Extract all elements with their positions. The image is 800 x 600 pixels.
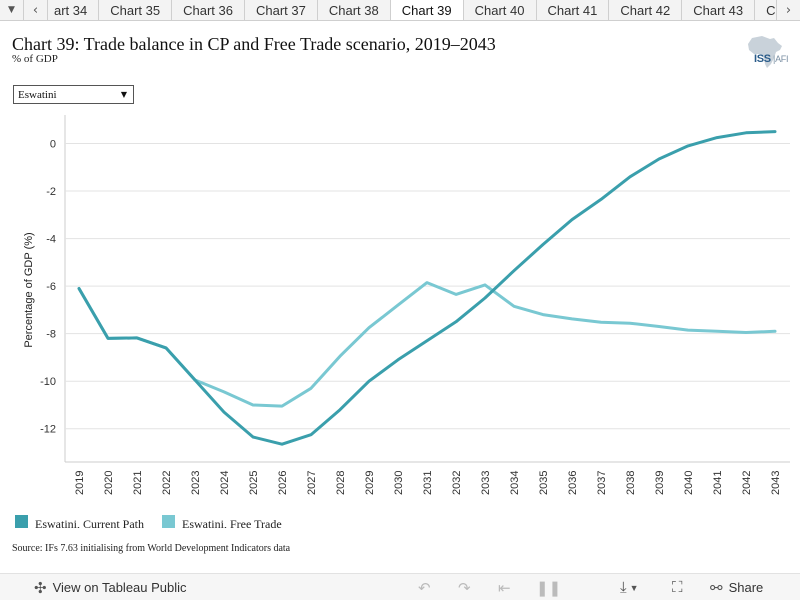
share-button[interactable]: ⚯ Share bbox=[710, 574, 763, 600]
sheet-tab[interactable]: Chart 37 bbox=[245, 0, 318, 20]
chart-subtitle: % of GDP bbox=[12, 53, 58, 65]
legend-swatch bbox=[161, 515, 175, 528]
series-line-0[interactable] bbox=[77, 130, 777, 446]
x-tick-label: 2033 bbox=[480, 471, 492, 495]
sheet-tab[interactable]: Chart 42 bbox=[609, 0, 683, 20]
view-on-tableau-label: View on Tableau Public bbox=[52, 580, 187, 595]
x-tick-label: 2019 bbox=[74, 471, 86, 495]
iss-logo-text: ISS |AFI bbox=[754, 53, 789, 65]
x-tick-label: 2035 bbox=[538, 471, 550, 495]
chart-legend: Eswatini, Current Path Eswatini, Free Tra… bbox=[15, 512, 282, 528]
x-tick-label: 2038 bbox=[625, 471, 637, 495]
x-tick-label: 2029 bbox=[364, 471, 376, 495]
fullscreen-button[interactable]: ⛶ bbox=[672, 574, 683, 600]
download-icon: ⤓ bbox=[620, 579, 627, 596]
y-tick-label: -8 bbox=[46, 329, 56, 341]
y-tick-label: -4 bbox=[46, 234, 56, 246]
x-tick-label: 2041 bbox=[712, 471, 724, 495]
tableau-logo-icon: ✣ bbox=[34, 579, 47, 597]
x-tick-label: 2043 bbox=[770, 471, 782, 495]
x-tick-label: 2042 bbox=[741, 471, 753, 495]
x-tick-label: 2031 bbox=[422, 471, 434, 495]
x-tick-label: 2032 bbox=[451, 471, 463, 495]
x-tick-label: 2022 bbox=[161, 471, 173, 495]
source-note: Source: IFs 7.63 initialising from World… bbox=[12, 543, 291, 554]
share-label: Share bbox=[728, 580, 764, 595]
fullscreen-icon: ⛶ bbox=[672, 579, 683, 596]
sheet-tab[interactable]: Chart 39 bbox=[390, 0, 464, 20]
legend-label: Eswatini, Free Trade bbox=[181, 517, 282, 528]
chart-title: Chart 39: Trade balance in CP and Free T… bbox=[12, 34, 496, 54]
country-filter-value: Eswatini bbox=[18, 88, 57, 101]
legend-item[interactable]: Eswatini, Free Trade bbox=[161, 512, 282, 528]
download-button[interactable]: ⤓ ▼ bbox=[620, 579, 639, 596]
x-tick-label: 2026 bbox=[277, 471, 289, 495]
legend-label: Eswatini, Current Path bbox=[35, 517, 144, 528]
sheet-tabs: art 34 Chart 35 Chart 36 Chart 37 Chart 38 Ch… bbox=[48, 0, 800, 20]
y-tick-label: 0 bbox=[50, 139, 56, 151]
x-tick-label: 2030 bbox=[393, 471, 405, 495]
y-axis-label: Percentage of GDP (%) bbox=[23, 232, 35, 347]
sheet-tab[interactable]: Chart 40 bbox=[463, 0, 537, 20]
y-tick-label: -12 bbox=[40, 424, 56, 436]
y-tick-label: -10 bbox=[40, 376, 56, 388]
x-tick-label: 2040 bbox=[683, 471, 695, 495]
sheet-tab[interactable]: Chart 38 bbox=[317, 0, 391, 20]
sheet-tab[interactable]: Chart 41 bbox=[536, 0, 610, 20]
view-on-tableau-button[interactable]: ✣ View on Tableau Public bbox=[34, 574, 187, 600]
chevron-left-icon[interactable]: ‹ bbox=[24, 0, 48, 20]
x-tick-label: 2024 bbox=[219, 471, 231, 495]
bottom-toolbar: ✣ View on Tableau Public ↶ ↷ ⇤ ❚❚ ⤓ ▼ ⛶ ⚯… bbox=[0, 573, 800, 600]
legend-swatch bbox=[15, 515, 28, 528]
line-chart: 0 -2 -4 -6 -8 -10 -12 2019 2020 2021 2022 2023 2024… bbox=[23, 115, 790, 495]
pause-button[interactable]: ❚❚ bbox=[536, 574, 561, 600]
legend-item[interactable]: Eswatini, Current Path bbox=[15, 512, 144, 528]
y-tick-label: -2 bbox=[46, 186, 56, 198]
x-tick-label: 2037 bbox=[596, 471, 608, 495]
pause-icon: ❚❚ bbox=[536, 579, 562, 597]
x-tick-label: 2023 bbox=[190, 471, 202, 495]
series-line-1[interactable] bbox=[77, 281, 777, 408]
caret-down-icon: ▼ bbox=[120, 90, 127, 99]
revert-button[interactable]: ⇤ bbox=[498, 574, 511, 600]
caret-down-icon[interactable]: ▼ bbox=[0, 0, 24, 20]
sheet-tab-bar: ▼ ‹ art 34 Chart 35 Chart 36 Chart 37 Chart … bbox=[0, 0, 800, 21]
sheet-tab[interactable]: Chart 35 bbox=[99, 0, 173, 20]
x-tick-label: 2039 bbox=[654, 471, 666, 495]
chevron-right-icon[interactable]: › bbox=[776, 0, 800, 20]
africa-map-logo-icon bbox=[748, 36, 782, 68]
sheet-tab[interactable]: art 34 bbox=[48, 0, 100, 20]
x-tick-label: 2034 bbox=[509, 471, 521, 495]
x-tick-label: 2020 bbox=[103, 471, 115, 495]
y-tick-label: -6 bbox=[46, 281, 56, 293]
share-icon: ⚯ bbox=[710, 579, 723, 597]
x-tick-label: 2027 bbox=[306, 471, 318, 495]
x-tick-label: 2028 bbox=[335, 471, 347, 495]
redo-button[interactable]: ↷ bbox=[458, 574, 471, 600]
redo-icon: ↷ bbox=[458, 579, 471, 597]
sheet-tab[interactable]: Chart 43 bbox=[682, 0, 756, 20]
country-filter-dropdown[interactable]: Eswatini ▼ bbox=[13, 85, 134, 104]
revert-icon: ⇤ bbox=[498, 579, 511, 597]
sheet-tab[interactable]: Chart 36 bbox=[172, 0, 245, 20]
x-tick-label: 2025 bbox=[248, 471, 260, 495]
undo-button[interactable]: ↶ bbox=[418, 574, 431, 600]
x-tick-label: 2036 bbox=[567, 471, 579, 495]
x-tick-label: 2021 bbox=[132, 471, 144, 495]
undo-icon: ↶ bbox=[418, 579, 431, 597]
